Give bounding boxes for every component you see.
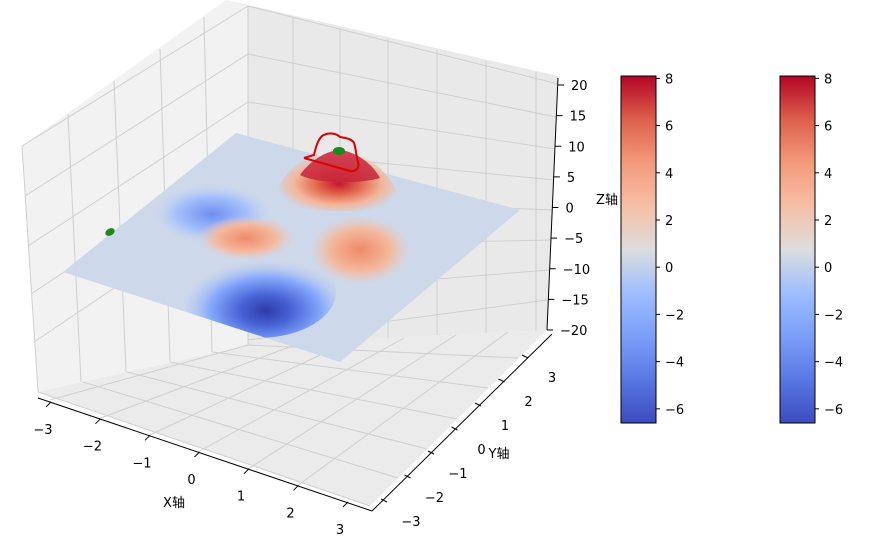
y-tick-mark <box>521 354 529 359</box>
marker-left <box>105 228 115 236</box>
colorbar-1-ticks: −6 −4 −2 0 2 4 6 8 <box>656 72 684 418</box>
z-axis-ticks: −20 −15 −10 −5 0 5 10 15 20 <box>547 79 590 339</box>
colorbar-tick-label: 6 <box>665 120 673 135</box>
y-tick-label: 2 <box>524 395 532 410</box>
colorbar-1: −6 −4 −2 0 2 4 6 8 <box>620 72 684 424</box>
peak-small-left <box>198 216 294 260</box>
peak-main-top <box>300 150 380 183</box>
x-axis-ticks: −3 −2 −1 0 1 2 3 <box>33 401 349 538</box>
z-tick-label: 5 <box>567 171 575 186</box>
colorbar-tick-label: 8 <box>665 72 673 87</box>
colorbar-tick-label: 0 <box>665 261 673 276</box>
grid-lines <box>21 5 559 507</box>
x-tick-mark <box>45 401 52 408</box>
y-tick-mark <box>427 450 435 455</box>
colorbar-tick-label: 4 <box>824 167 832 182</box>
z-tick-label: 15 <box>570 110 587 125</box>
x-tick-label: −1 <box>132 456 151 471</box>
colorbar-2-ticks: −6 −4 −2 0 2 4 6 8 <box>815 72 843 418</box>
z-tick-label: 0 <box>566 202 574 217</box>
y-tick-label: −3 <box>401 515 420 530</box>
y-tick-mark <box>498 378 505 383</box>
colorbar-tick-label: 8 <box>824 72 832 87</box>
x-tick-mark <box>243 468 250 475</box>
floor-pane <box>38 330 547 506</box>
colorbar-tick-label: 4 <box>665 167 673 182</box>
y-tick-mark <box>404 474 411 479</box>
colorbar-tick-label: 2 <box>824 214 832 229</box>
x-tick-label: −2 <box>83 440 102 455</box>
x-tick-label: −3 <box>33 423 52 438</box>
colorbar-2: −6 −4 −2 0 2 4 6 8 <box>779 72 843 424</box>
colorbar-tick-label: 6 <box>824 120 832 135</box>
colorbar-tick-label: −6 <box>665 403 684 418</box>
z-tick-label: −15 <box>561 293 588 308</box>
marker-top <box>333 147 345 155</box>
axis-lines <box>37 77 559 512</box>
y-tick-label: 1 <box>501 419 509 434</box>
y-tick-mark <box>380 498 388 503</box>
y-axis-label: Y轴 <box>488 447 510 462</box>
x-tick-mark <box>95 418 101 425</box>
x-tick-mark <box>144 434 151 441</box>
y-tick-label: 0 <box>477 443 485 458</box>
x-tick-mark <box>194 451 200 458</box>
y-tick-mark <box>451 426 458 431</box>
peak-small-right <box>310 216 410 284</box>
y-tick-label: −2 <box>425 491 444 506</box>
colorbar-tick-label: 0 <box>824 261 832 276</box>
colorbar-tick-label: −4 <box>824 356 843 371</box>
colorbar-tick-label: −2 <box>824 308 843 323</box>
x-tick-label: 1 <box>237 490 245 505</box>
z-tick-label: −10 <box>563 263 590 278</box>
y-axis-ticks: −3 −2 −1 0 12 3 <box>380 354 556 530</box>
colorbar-tick-label: −6 <box>824 403 843 418</box>
x-axis-label: X轴 <box>163 496 185 511</box>
contour-line <box>303 132 360 173</box>
trough-main <box>180 246 336 338</box>
overlays <box>105 132 360 236</box>
colorbar-1-gradient <box>620 75 657 424</box>
surface-plot <box>63 133 520 362</box>
z-tick-label: 10 <box>568 140 585 155</box>
colorbar-tick-label: −2 <box>665 308 684 323</box>
colorbar-tick-label: −4 <box>665 356 684 371</box>
x-tick-label: 3 <box>336 523 344 538</box>
colorbar-2-gradient <box>779 75 816 424</box>
colorbar-tick-label: 2 <box>665 214 673 229</box>
x-tick-mark <box>293 484 299 491</box>
z-tick-label: −20 <box>560 324 587 339</box>
z-axis-label: Z轴 <box>596 193 618 208</box>
y-tick-mark <box>474 402 482 407</box>
y-tick-label: −1 <box>448 467 467 482</box>
x-tick-label: 2 <box>286 506 294 521</box>
z-tick-label: −5 <box>564 232 583 247</box>
x-tick-label: 0 <box>187 473 195 488</box>
y-tick-label: 3 <box>548 371 556 386</box>
x-tick-mark <box>342 501 349 508</box>
z-tick-label: 20 <box>571 79 588 94</box>
